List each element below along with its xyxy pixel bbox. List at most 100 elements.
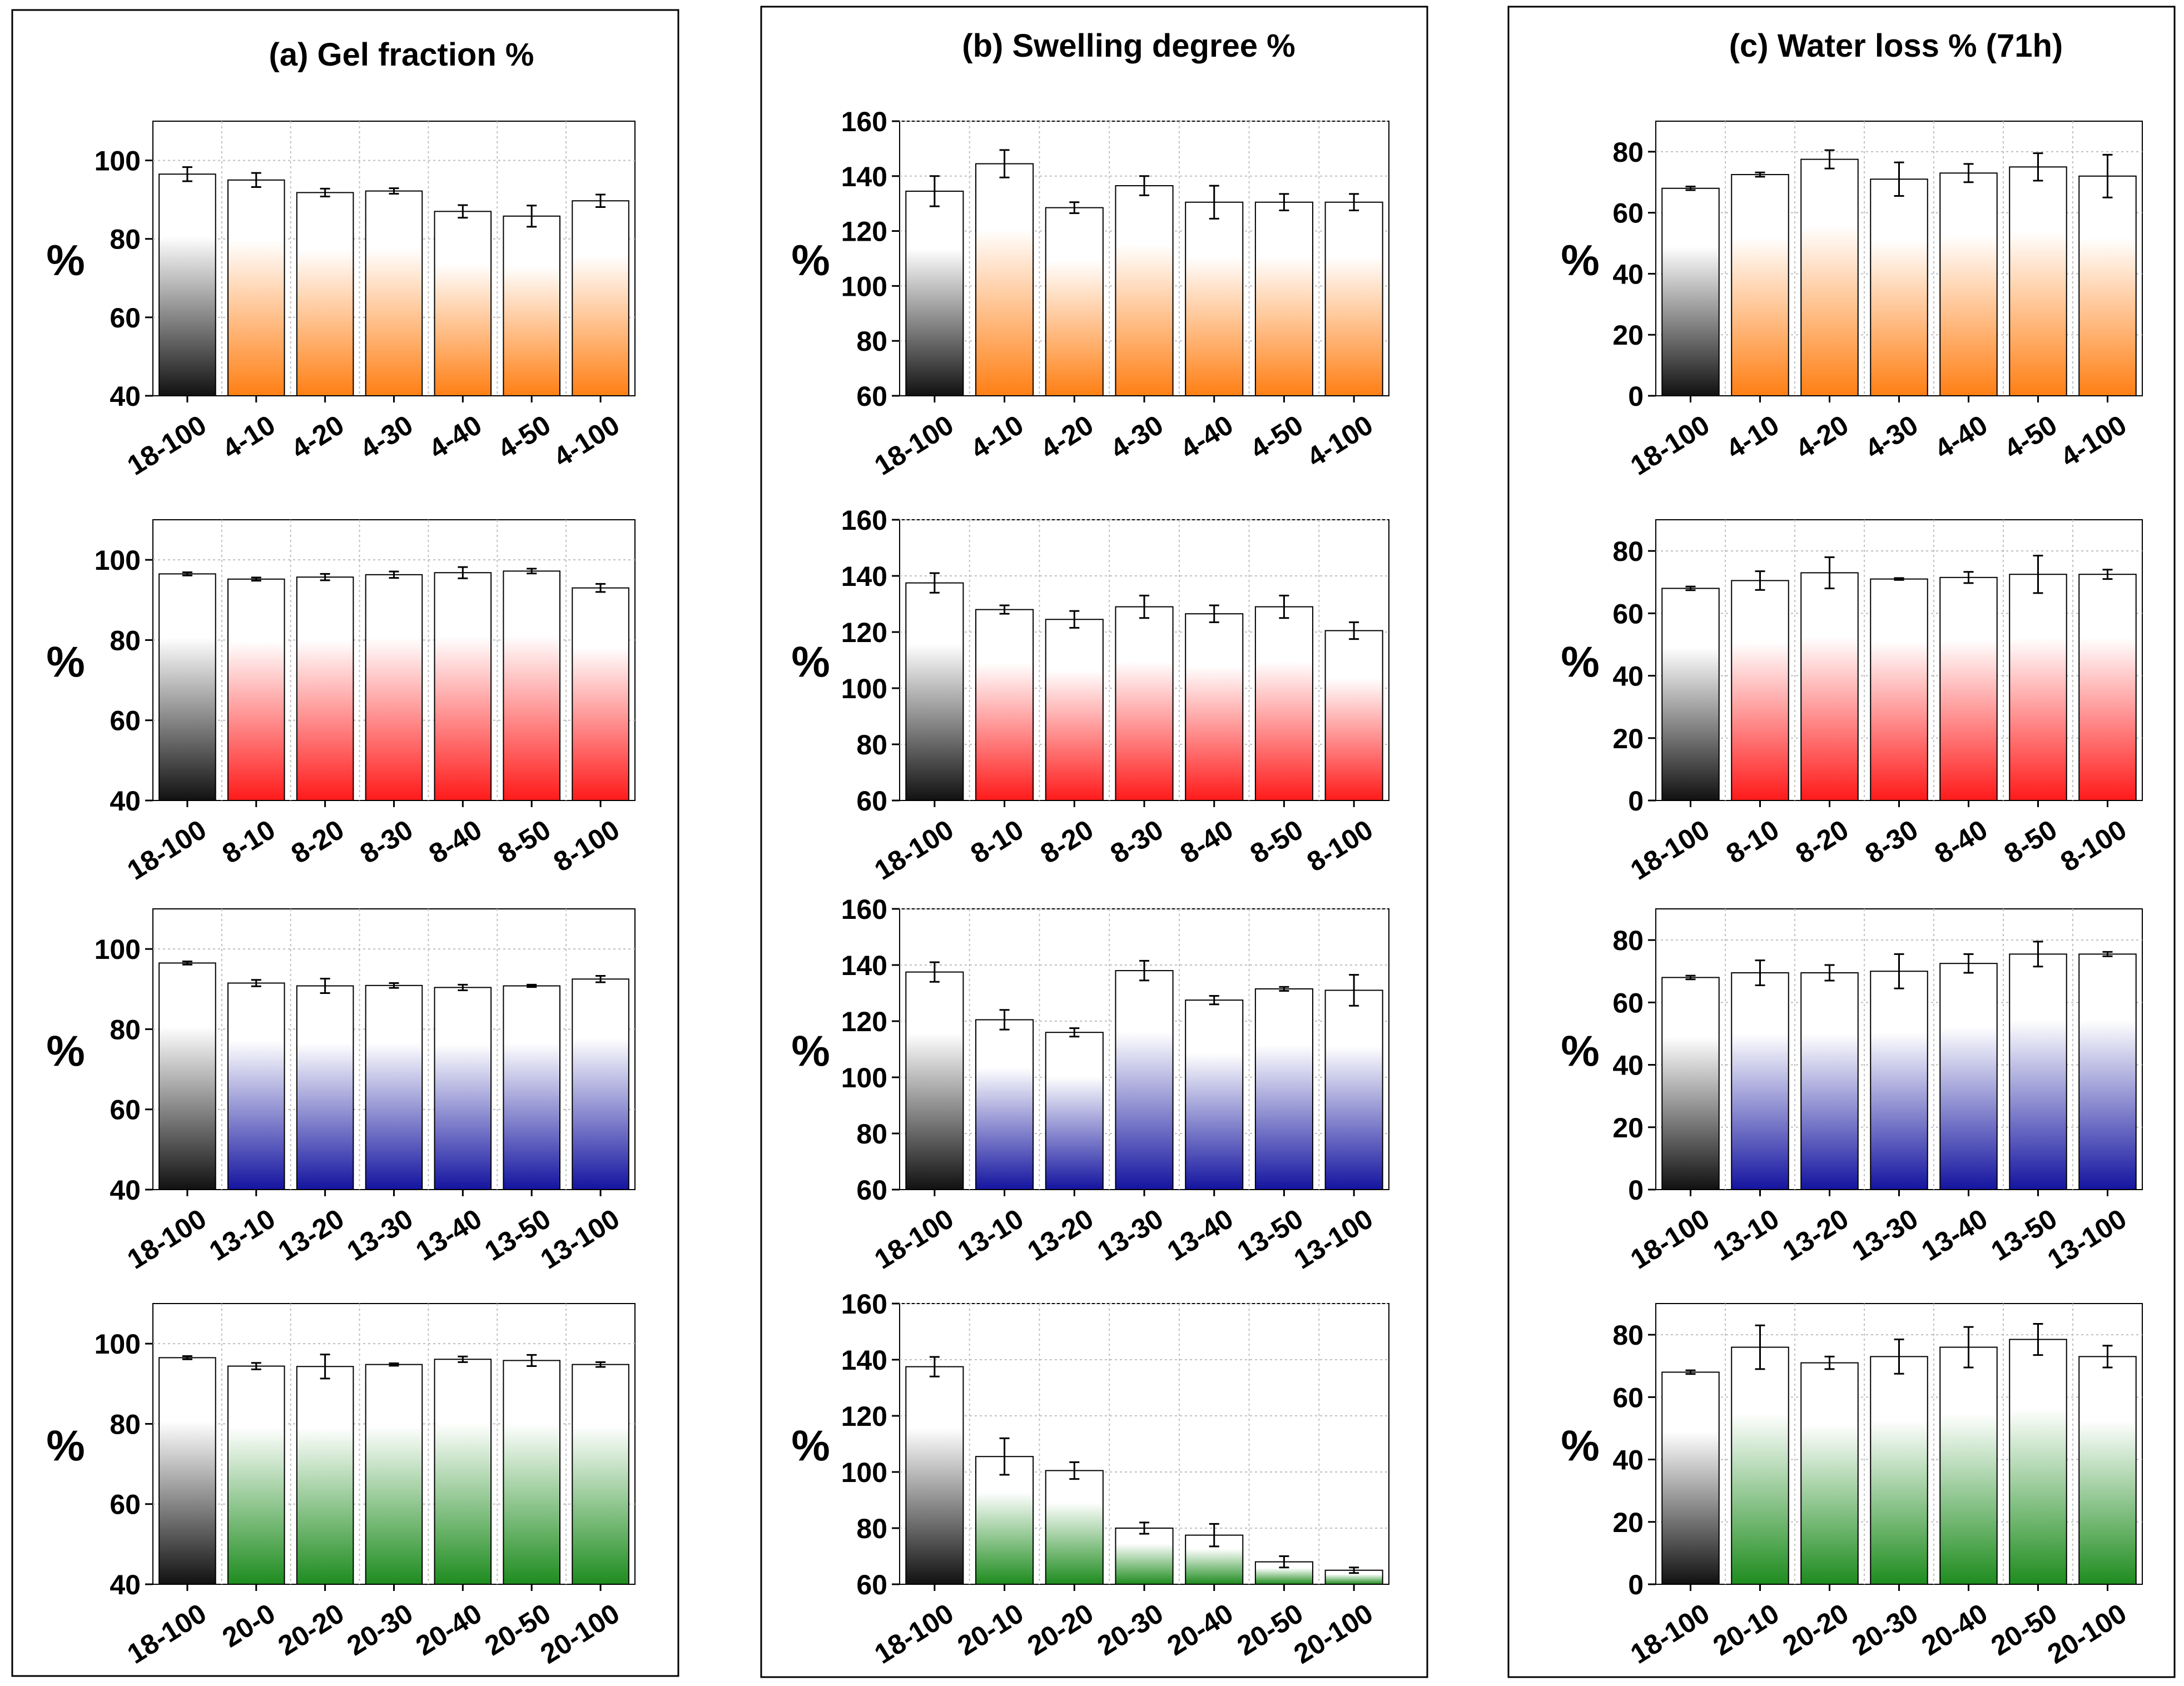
bar-20-30 <box>1870 1356 1928 1585</box>
x-tick-label-4-10: 4-10 <box>1721 409 1785 465</box>
y-tick-label: 140 <box>841 161 887 192</box>
error-bar-4-20 <box>1824 149 1835 170</box>
y-tick-label: 80 <box>856 1118 887 1150</box>
error-bar-4-30 <box>389 187 399 195</box>
error-bar-18-100 <box>929 175 940 207</box>
error-bar-18-100 <box>182 166 192 182</box>
error-bar-20-100 <box>2102 1345 2113 1369</box>
x-tick-label-8-40: 8-40 <box>1929 814 1993 870</box>
error-bar-20-10 <box>1755 1324 1765 1370</box>
x-tick-label-18-100: 18-100 <box>122 409 212 481</box>
y-tick-label: 100 <box>841 1457 887 1488</box>
error-bar-8-20 <box>320 573 330 581</box>
x-tick-label-8-20: 8-20 <box>1035 814 1099 870</box>
error-bar-13-50 <box>2033 941 2043 968</box>
x-tick-label-4-20: 4-20 <box>1790 409 1854 465</box>
y-tick-label: 100 <box>95 146 141 177</box>
bar-13-50 <box>2009 953 2067 1190</box>
bar-13-40 <box>1939 963 1998 1190</box>
bar-13-30 <box>1115 970 1174 1190</box>
y-tick-label: 40 <box>1612 1445 1644 1476</box>
error-bar-20-40 <box>458 1355 468 1363</box>
error-bar-18-100 <box>1685 1369 1696 1375</box>
error-bar-20-30 <box>1139 1521 1149 1535</box>
x-tick-label-4-10: 4-10 <box>965 409 1029 465</box>
x-tick-label-4-50: 4-50 <box>1245 409 1309 465</box>
y-tick-label: 80 <box>856 729 887 760</box>
error-bar-13-10 <box>999 1009 1010 1031</box>
panel-frame-c <box>1507 6 2176 1678</box>
y-tick-label: 20 <box>1612 320 1644 351</box>
y-axis-label: % <box>791 1027 830 1076</box>
error-bar-4-50 <box>527 205 537 228</box>
bar-18-100 <box>1661 588 1720 801</box>
bar-18-100 <box>158 962 216 1190</box>
y-tick-label: 100 <box>841 673 887 704</box>
bar-4-10 <box>227 179 285 396</box>
bar-8-40 <box>434 572 492 801</box>
y-tick-label: 80 <box>110 625 141 656</box>
error-bar-4-100 <box>1349 193 1359 212</box>
x-tick-label-13-100: 13-100 <box>1288 1203 1378 1275</box>
bar-18-100 <box>1661 977 1720 1190</box>
y-tick-label: 80 <box>1612 925 1644 956</box>
bar-20-10 <box>1731 1346 1789 1585</box>
error-bar-8-40 <box>1963 571 1974 584</box>
bar-8-100 <box>572 587 629 801</box>
error-bar-20-50 <box>1279 1555 1289 1569</box>
x-tick-label-13-100: 13-100 <box>535 1203 625 1275</box>
y-tick-label: 40 <box>110 1569 141 1600</box>
y-tick-label: 80 <box>1612 137 1644 168</box>
error-bar-13-10 <box>251 979 261 987</box>
bar-20-0 <box>227 1365 285 1585</box>
x-tick-label-13-10: 13-10 <box>203 1203 280 1267</box>
x-tick-label-20-20: 20-20 <box>272 1598 349 1662</box>
y-axis-label: % <box>46 1421 85 1470</box>
error-bar-20-20 <box>1069 1461 1080 1480</box>
x-tick-label-8-20: 8-20 <box>1790 814 1854 870</box>
error-bar-4-100 <box>2102 153 2113 198</box>
x-tick-label-20-40: 20-40 <box>1916 1598 1993 1662</box>
panel-title-c: (c) Water loss % (71h) <box>1729 28 2063 64</box>
x-tick-label-8-100: 8-100 <box>1302 814 1378 878</box>
x-tick-label-20-100: 20-100 <box>1288 1598 1378 1670</box>
y-tick-label: 20 <box>1612 723 1644 754</box>
error-bar-4-20 <box>1069 201 1080 214</box>
bar-8-40 <box>1939 576 1998 801</box>
y-axis-label: % <box>1561 1421 1599 1470</box>
bar-8-20 <box>1800 572 1859 802</box>
x-tick-label-4-40: 4-40 <box>1175 409 1239 465</box>
y-tick-label: 140 <box>841 1345 887 1376</box>
y-tick-label: 160 <box>841 505 887 536</box>
y-tick-label: 40 <box>110 785 141 817</box>
y-tick-label: 160 <box>841 894 887 925</box>
x-tick-label-4-100: 4-100 <box>2055 409 2132 473</box>
y-tick-label: 120 <box>841 617 887 648</box>
y-tick-label: 100 <box>95 934 141 965</box>
bar-8-50 <box>503 570 560 802</box>
bar-8-10 <box>975 609 1034 801</box>
bar-13-100 <box>2078 953 2137 1190</box>
x-tick-label-13-40: 13-40 <box>1916 1203 1993 1267</box>
y-tick-label: 120 <box>841 216 887 247</box>
x-tick-label-13-30: 13-30 <box>1847 1203 1923 1267</box>
x-tick-label-13-30: 13-30 <box>1092 1203 1169 1267</box>
x-tick-label-20-10: 20-10 <box>1708 1598 1784 1662</box>
y-tick-label: 60 <box>856 785 887 817</box>
x-tick-label-4-30: 4-30 <box>355 409 419 465</box>
bar-20-100 <box>2078 1356 2137 1585</box>
x-tick-label-8-10: 8-10 <box>1721 814 1785 870</box>
x-tick-label-18-100: 18-100 <box>869 409 959 481</box>
error-bar-4-10 <box>1755 171 1765 178</box>
x-tick-label-18-100: 18-100 <box>1625 814 1715 886</box>
x-tick-label-4-20: 4-20 <box>1035 409 1099 465</box>
bar-8-30 <box>1870 578 1928 801</box>
y-tick-label: 60 <box>856 381 887 412</box>
y-tick-label: 0 <box>1628 785 1644 817</box>
bar-8-20 <box>296 576 354 802</box>
bar-4-40 <box>434 211 492 396</box>
y-tick-label: 60 <box>856 1175 887 1206</box>
y-tick-label: 100 <box>95 545 141 576</box>
bar-20-50 <box>503 1360 560 1585</box>
